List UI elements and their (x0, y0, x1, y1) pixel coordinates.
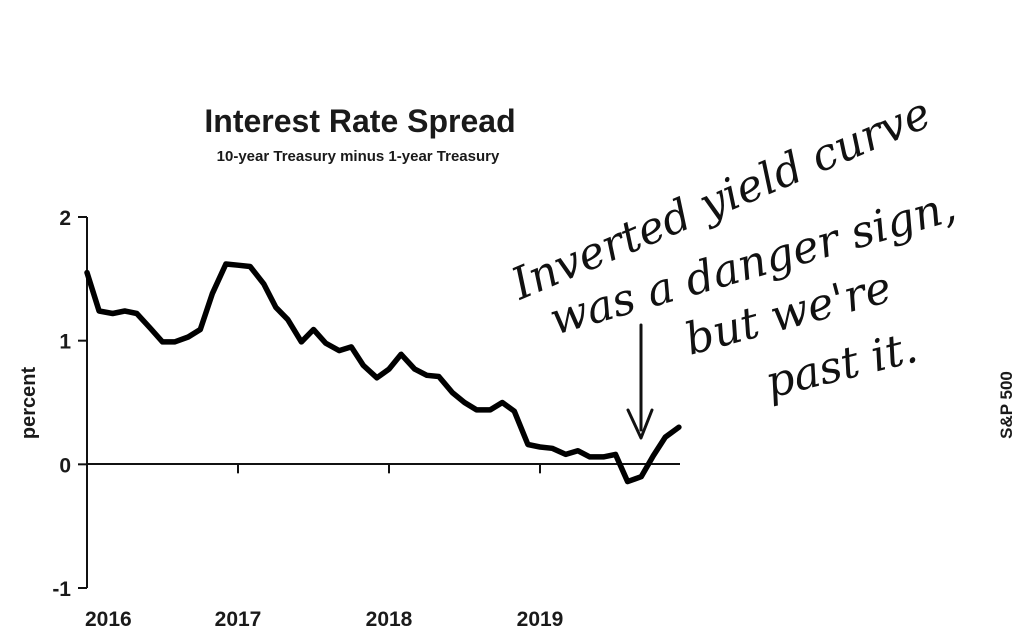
y-axis-label: percent (18, 367, 40, 440)
x-tick-label: 2016 (85, 608, 132, 631)
y-tick-label: 0 (59, 454, 71, 477)
x-tick-group: 2016 2017 2018 2019 (85, 464, 563, 631)
chart-subtitle: 10-year Treasury minus 1-year Treasury (217, 148, 500, 165)
y-tick-label: 2 (59, 207, 71, 230)
annotation-arrow-head (626, 408, 654, 440)
x-tick-label: 2019 (517, 608, 564, 631)
series-line (84, 261, 682, 485)
y-tick-group: 2 1 0 -1 (52, 207, 87, 601)
series-layer (84, 261, 682, 485)
side-axis-label: S&P 500 (997, 371, 1015, 439)
y-tick-label: 1 (59, 331, 71, 354)
x-tick-label: 2017 (215, 608, 262, 631)
x-tick-label: 2018 (366, 608, 413, 631)
chart-title: Interest Rate Spread (204, 103, 515, 139)
y-tick-label: -1 (52, 578, 71, 601)
handwritten-annotation: Inverted yield curve was a danger sign, … (503, 87, 962, 440)
